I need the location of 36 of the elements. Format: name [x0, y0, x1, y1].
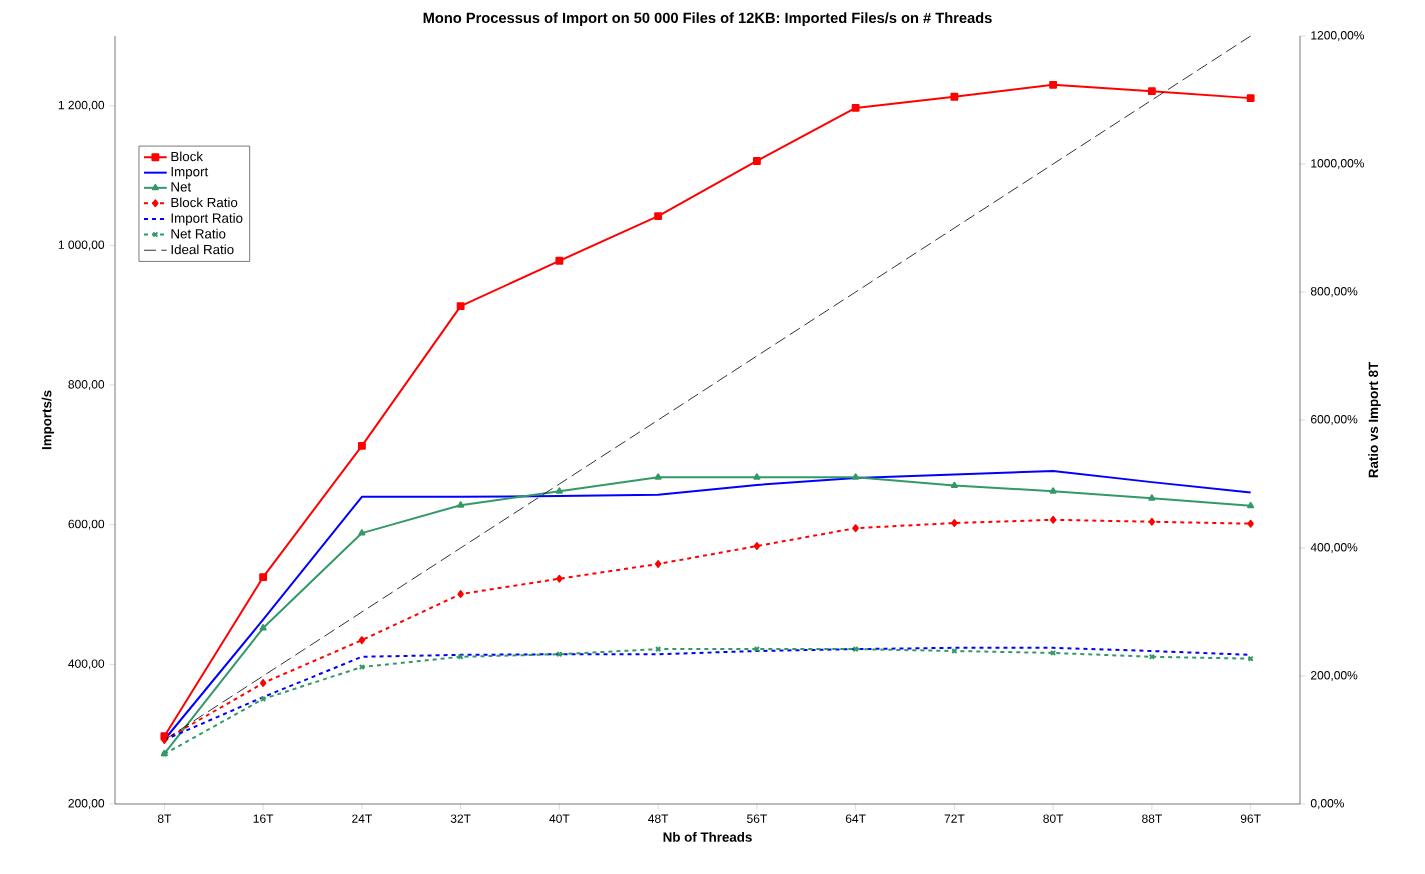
chart-title: Mono Processus of Import on 50 000 Files of 12KB: Imported Files/s on # Threads — [423, 12, 992, 26]
y2-tick-label: 800,00% — [1310, 287, 1358, 297]
x-tick-label: 72T — [944, 814, 965, 823]
y2-tick-label: 600,00% — [1311, 415, 1358, 425]
y-tick-label: 1 000,00 — [58, 240, 105, 251]
y2-tick-label: 200,00% — [1311, 671, 1358, 681]
y2-tick-label: 1200,00% — [1311, 31, 1365, 41]
x-tick-label: 8T — [157, 814, 172, 823]
legend-label: Import — [171, 167, 209, 180]
y-tick-label: 400,00 — [68, 659, 105, 670]
y2-tick-label: 1000,00% — [1311, 159, 1365, 169]
x-axis-title: Nb of Threads — [663, 832, 752, 842]
x-tick-label: 16T — [253, 814, 274, 823]
y-tick-label: 800,00 — [68, 380, 105, 391]
y2-tick-label: 0,00% — [1310, 799, 1344, 809]
legend-label: Block Ratio — [171, 197, 238, 208]
legend-label: Net Ratio — [171, 228, 226, 239]
x-tick-label: 40T — [549, 814, 570, 823]
y-tick-label: 600,00 — [68, 519, 105, 530]
legend-label: Net — [171, 182, 192, 192]
x-tick-label: 88T — [1142, 814, 1162, 823]
x-tick-label: 96T — [1240, 814, 1261, 823]
legend-label: Ideal Ratio — [171, 244, 234, 255]
y2-axis-title: Ratio vs Import 8T — [1368, 361, 1381, 478]
x-tick-label: 64T — [845, 814, 866, 823]
legend-label: Block — [171, 151, 204, 162]
x-tick-label: 24T — [352, 814, 372, 823]
x-tick-label: 80T — [1043, 814, 1064, 823]
x-tick-label: 56T — [747, 814, 767, 823]
y2-tick-label: 400,00% — [1310, 543, 1358, 553]
x-tick-label: 32T — [450, 814, 471, 823]
y-tick-label: 1 200,00 — [58, 100, 105, 111]
y-axis-title: Imports/s — [41, 390, 55, 450]
y-tick-label: 200,00 — [68, 799, 105, 809]
legend-label: Import Ratio — [171, 213, 243, 226]
x-tick-label: 48T — [648, 814, 669, 823]
